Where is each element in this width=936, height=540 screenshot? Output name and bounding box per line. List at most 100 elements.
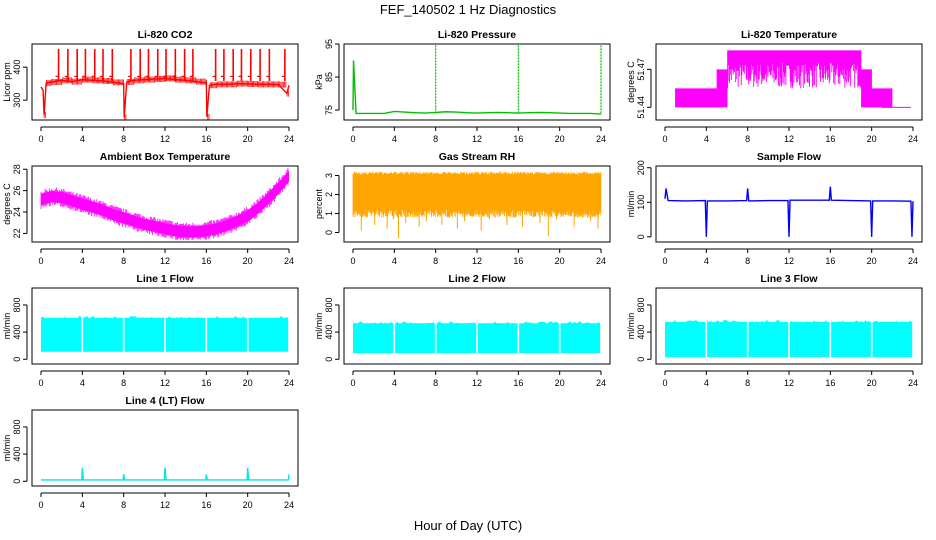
x-tick-label: 4	[392, 256, 397, 266]
x-tick-label: 24	[284, 256, 294, 266]
y-axis: 0 400 800	[12, 297, 28, 362]
flow-band-edge	[395, 321, 435, 326]
x-tick-label: 0	[38, 134, 43, 144]
flow-band-edge	[248, 316, 289, 321]
plot-data	[41, 467, 290, 481]
y-tick-label: 95	[324, 39, 334, 49]
plot-frame	[655, 165, 923, 243]
series-noise	[40, 168, 289, 241]
x-tick-label: 16	[201, 256, 211, 266]
x-tick-label: 0	[662, 134, 667, 144]
x-tick-label: 12	[472, 378, 482, 388]
x-tick-label: 0	[38, 256, 43, 266]
y-tick-label: 400	[12, 325, 22, 340]
y-tick-label: 0	[12, 479, 22, 484]
y-axis-label: kPa	[314, 74, 324, 90]
chart-title: Sample Flow	[757, 151, 822, 163]
flow-band-segment	[748, 321, 789, 358]
chart-licor_temp: Li-820 Temperature degrees C 0 4 8 12 16 20 24 51…	[626, 29, 923, 144]
plot-frame	[343, 287, 611, 365]
x-tick-label: 12	[160, 256, 170, 266]
x-tick-label: 24	[596, 256, 606, 266]
x-tick-label: 4	[704, 256, 709, 266]
x-tick-label: 8	[121, 134, 126, 144]
flow-band-edge	[207, 315, 247, 321]
x-tick-label: 20	[243, 500, 253, 510]
flow-band-segment	[872, 321, 913, 358]
x-tick-label: 8	[433, 134, 438, 144]
x-tick-label: 24	[284, 378, 294, 388]
x-tick-label: 24	[908, 134, 918, 144]
plot-data	[352, 44, 602, 115]
series-line	[40, 77, 290, 118]
chart-title: Line 2 Flow	[448, 273, 506, 285]
x-tick-label: 12	[472, 134, 482, 144]
y-axis-label: ml/min	[2, 313, 12, 340]
chart-title: Li-820 CO2	[138, 29, 193, 41]
y-axis: 300 400	[12, 60, 28, 108]
x-tick-label: 8	[745, 134, 750, 144]
y-tick-label: 0	[636, 357, 646, 362]
series-noise	[43, 75, 289, 121]
plot-frame	[343, 43, 611, 121]
chart-line4: Line 4 (LT) Flow ml/min 0 4 8 12 16 20 24 0 400 800	[2, 395, 299, 510]
flow-band-segment	[83, 317, 123, 352]
x-tick-label: 8	[121, 256, 126, 266]
chart-line1: Line 1 Flow ml/min 0 4 8 12 16 20 24 0 400 800	[2, 273, 299, 388]
flow-band-edge	[124, 315, 165, 321]
flow-band-segment	[248, 317, 289, 352]
y-tick-label: 300	[12, 93, 22, 108]
plot-frame	[655, 287, 923, 365]
chart-title: Gas Stream RH	[439, 151, 515, 163]
y-tick-label: 2	[324, 192, 334, 197]
flow-band-segment	[124, 317, 165, 352]
x-tick-label: 12	[472, 256, 482, 266]
plot-data	[665, 319, 913, 358]
flow-band-edge	[560, 321, 601, 327]
plot-data	[675, 50, 911, 108]
flow-band-edge	[353, 321, 394, 326]
x-axis: 0 4 8 12 16 20 24	[350, 370, 606, 388]
y-axis-label: ml/min	[314, 313, 324, 340]
plot-frame	[31, 287, 299, 365]
y-axis-label: ml/min	[626, 313, 636, 340]
x-tick-label: 4	[80, 500, 85, 510]
x-axis: 0 4 8 12 16 20 24	[38, 248, 294, 266]
x-tick-label: 16	[825, 134, 835, 144]
flow-band-segment	[436, 323, 477, 354]
flow-band-edge	[872, 320, 913, 325]
x-tick-label: 24	[908, 378, 918, 388]
y-tick-label: 0	[12, 357, 22, 362]
x-tick-label: 0	[350, 134, 355, 144]
y-axis: 0 400 800	[636, 297, 652, 362]
series-line	[352, 60, 602, 115]
plot-data	[41, 315, 289, 352]
y-tick-label: 200	[636, 160, 646, 175]
y-tick-label: 85	[324, 72, 334, 82]
x-axis: 0 4 8 12 16 20 24	[662, 370, 918, 388]
x-tick-label: 4	[80, 134, 85, 144]
x-tick-label: 0	[38, 500, 43, 510]
x-tick-label: 8	[121, 500, 126, 510]
y-tick-label: 24	[12, 207, 22, 217]
x-tick-label: 12	[784, 134, 794, 144]
x-tick-label: 4	[80, 256, 85, 266]
y-axis: 75 85 95	[324, 39, 340, 115]
y-tick-label: 0	[324, 230, 334, 235]
y-tick-label: 1	[324, 211, 334, 216]
flow-band-segment	[207, 317, 247, 352]
plot-frame	[343, 165, 611, 243]
flow-band-edge	[436, 321, 477, 326]
chart-sample_flow: Sample Flow ml/min 0 4 8 12 16 20 24 0 100 200	[626, 151, 923, 266]
flow-band-segment	[395, 323, 435, 354]
x-tick-label: 0	[662, 256, 667, 266]
x-tick-label: 8	[745, 256, 750, 266]
x-tick-label: 4	[392, 378, 397, 388]
x-tick-label: 8	[121, 378, 126, 388]
x-tick-label: 12	[160, 134, 170, 144]
x-tick-label: 20	[243, 134, 253, 144]
chart-title: Li-820 Pressure	[438, 29, 516, 41]
x-tick-label: 16	[825, 256, 835, 266]
x-tick-label: 20	[555, 134, 565, 144]
